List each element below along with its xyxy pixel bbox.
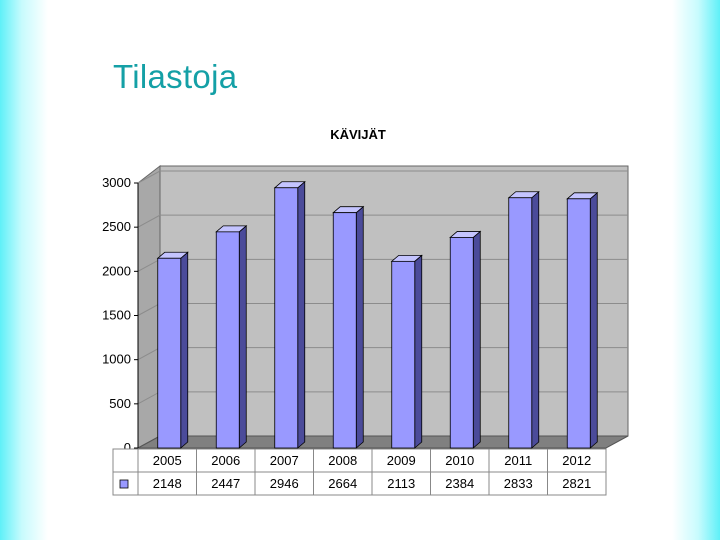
- chart-plot-area: [137, 164, 629, 449]
- bar: [156, 251, 189, 449]
- x-category-label: 2009: [387, 453, 416, 468]
- x-category-label: 2007: [270, 453, 299, 468]
- y-tick-label: 2000: [102, 263, 131, 278]
- bar: [507, 190, 540, 449]
- data-value-label: 2946: [270, 476, 299, 491]
- y-tick-label: 1000: [102, 352, 131, 367]
- data-value-label: 2113: [387, 476, 415, 491]
- bar: [449, 230, 482, 449]
- bar: [332, 205, 365, 449]
- chart-bars: [156, 180, 599, 449]
- y-tick-label: 2500: [102, 219, 131, 234]
- bar: [215, 224, 248, 449]
- data-value-label: 2833: [504, 476, 533, 491]
- y-tick-label: 500: [109, 396, 131, 411]
- legend-key: [119, 479, 129, 489]
- side-wall: [137, 164, 161, 449]
- gridline: [137, 170, 628, 184]
- chart-floor: [137, 435, 629, 449]
- bar: [273, 180, 306, 449]
- y-tick-label: 0: [124, 440, 131, 455]
- data-value-label: 2821: [562, 476, 591, 491]
- x-category-label: 2011: [504, 453, 532, 468]
- data-value-label: 2447: [211, 476, 240, 491]
- slide-title: Tilastoja: [113, 58, 238, 95]
- y-tick-label: 1500: [102, 308, 131, 323]
- x-category-label: 2012: [562, 453, 591, 468]
- chart-title: KÄVIJÄT: [330, 127, 386, 142]
- y-axis: 0 500 1000 1500 2000 2500 3000: [102, 175, 139, 455]
- data-value-label: 2664: [328, 476, 357, 491]
- x-category-label: 2006: [211, 453, 240, 468]
- data-table: 2005 2148 2006 2447 2007 2946 2008 2664 2009 2113…: [112, 448, 607, 496]
- bar: [566, 191, 599, 449]
- bar: [390, 254, 423, 449]
- x-category-label: 2010: [445, 453, 474, 468]
- x-category-label: 2008: [328, 453, 357, 468]
- data-value-label: 2148: [153, 476, 182, 491]
- data-value-label: 2384: [445, 476, 474, 491]
- x-category-label: 2005: [153, 453, 182, 468]
- y-tick-label: 3000: [102, 175, 131, 190]
- gridline: [137, 214, 628, 228]
